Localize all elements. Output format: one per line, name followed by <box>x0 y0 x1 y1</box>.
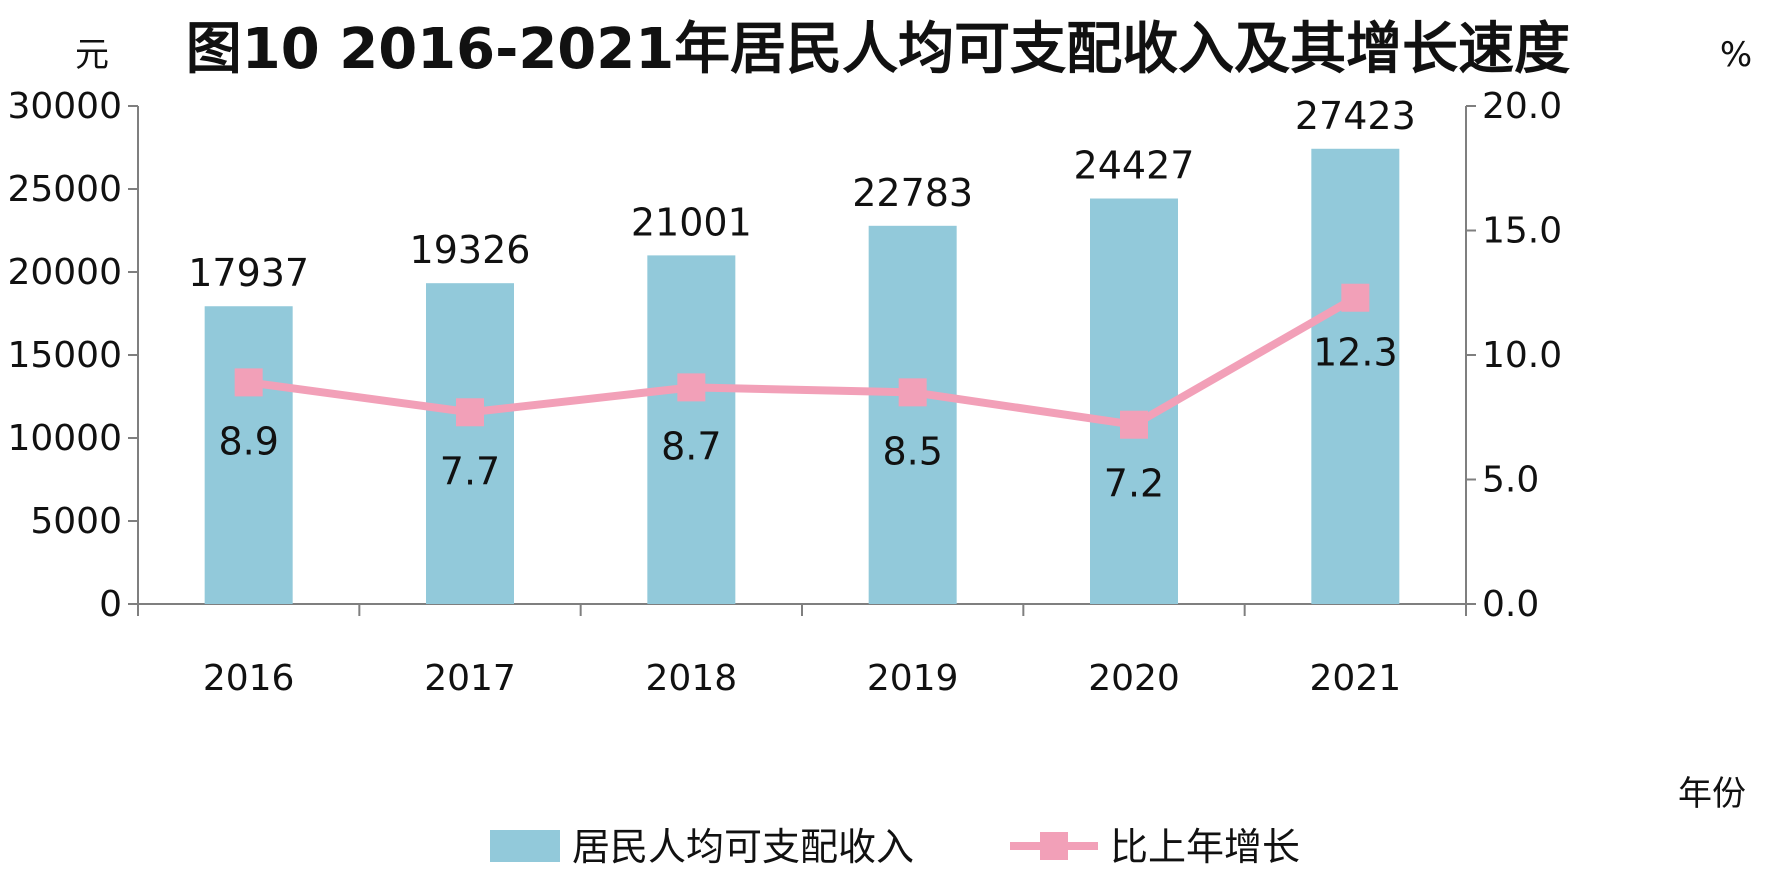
x-axis-tick-label: 2019 <box>867 658 959 699</box>
income-bar <box>647 255 736 604</box>
growth-marker <box>898 378 927 407</box>
left-axis-tick-label: 20000 <box>7 252 122 293</box>
income-bar <box>868 225 957 605</box>
right-axis-unit: % <box>1720 35 1752 75</box>
growth-value-label: 8.7 <box>661 424 721 468</box>
left-axis-tick-label: 15000 <box>7 335 122 376</box>
x-axis-tick-label: 2016 <box>203 658 295 699</box>
income-bar <box>426 283 514 604</box>
axes: 0 5000 10000 15000 20000 25000 30000 0.0 5.0 10.0… <box>7 86 1562 699</box>
income-bar <box>1311 148 1400 604</box>
left-axis-tick-label: 0 <box>99 584 122 625</box>
income-bar <box>1090 198 1178 605</box>
x-axis-title: 年份 <box>1678 774 1746 814</box>
growth-marker <box>456 398 484 427</box>
left-axis-tick-label: 10000 <box>7 418 122 459</box>
legend-swatch-growth-marker <box>1040 832 1068 860</box>
x-axis-tick-label: 2017 <box>424 658 516 699</box>
right-axis-tick-label: 10.0 <box>1482 335 1562 376</box>
growth-value-label: 8.9 <box>218 419 278 463</box>
right-axis-tick-label: 20.0 <box>1482 86 1562 127</box>
growth-marker <box>234 368 263 397</box>
income-value-label: 24427 <box>1074 144 1195 188</box>
left-axis-tick-label: 25000 <box>7 169 122 210</box>
left-axis-unit: 元 <box>75 35 109 75</box>
income-value-label: 19326 <box>410 228 531 272</box>
right-axis-tick-label: 15.0 <box>1482 211 1562 252</box>
growth-line-path <box>248 294 1358 429</box>
growth-marker <box>677 373 706 402</box>
income-bars <box>204 148 1400 605</box>
chart-title: 图10 2016-2021年居民人均可支配收入及其增长速度 <box>186 17 1570 82</box>
growth-marker <box>1120 410 1148 439</box>
income-bar <box>204 306 293 604</box>
x-axis-tick-label: 2018 <box>646 658 738 699</box>
income-value-label: 22783 <box>852 171 973 215</box>
left-axis-tick-label: 30000 <box>7 86 122 127</box>
income-value-label: 21001 <box>631 200 752 244</box>
right-axis-tick-label: 0.0 <box>1482 584 1539 625</box>
growth-value-label: 7.7 <box>440 449 500 493</box>
growth-value-label: 8.5 <box>882 429 942 473</box>
x-axis-tick-label: 2021 <box>1310 658 1402 699</box>
income-value-label: 27423 <box>1295 94 1416 138</box>
legend: 居民人均可支配收入 比上年增长 <box>490 825 1300 869</box>
growth-marker <box>1341 283 1370 312</box>
left-axis-tick-label: 5000 <box>30 501 122 542</box>
right-axis-tick-label: 5.0 <box>1482 460 1539 501</box>
legend-label-income: 居民人均可支配收入 <box>572 825 914 869</box>
data-labels: 17937 19326 21001 22783 24427 27423 8.9 7.7 8.7 8… <box>188 94 1416 506</box>
x-axis-tick-label: 2020 <box>1088 658 1180 699</box>
growth-line <box>234 283 1370 439</box>
growth-value-label: 7.2 <box>1104 462 1164 506</box>
growth-value-label: 12.3 <box>1313 331 1398 375</box>
legend-swatch-income <box>490 830 560 862</box>
income-value-label: 17937 <box>188 251 309 295</box>
legend-label-growth: 比上年增长 <box>1110 825 1300 869</box>
